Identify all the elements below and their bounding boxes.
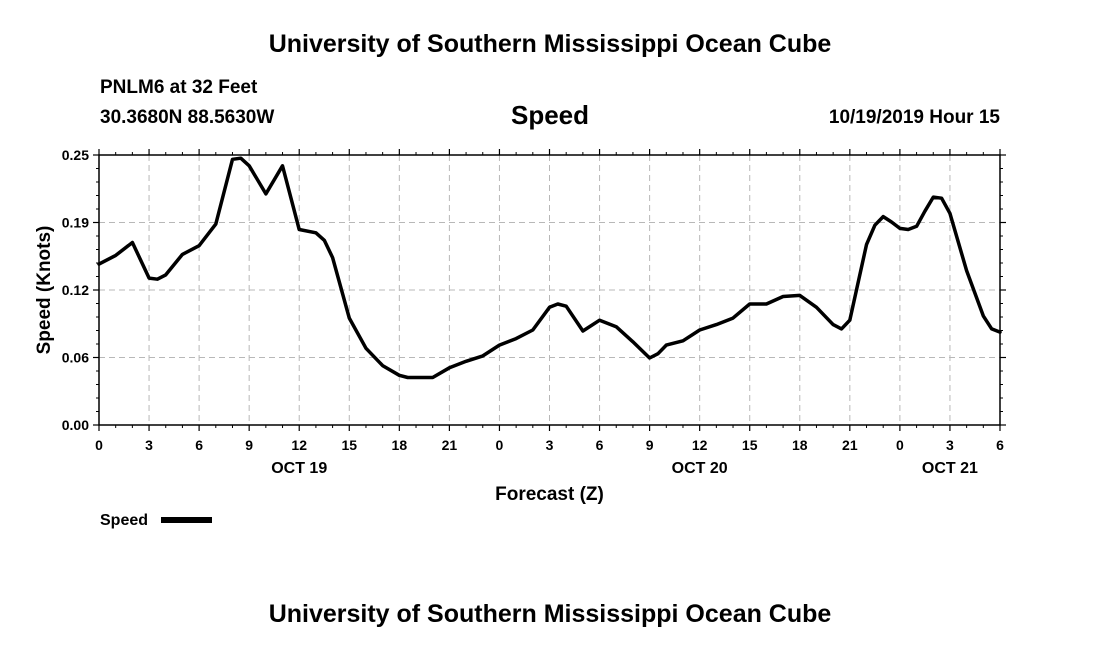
y-tick-label: 0.19 <box>62 215 89 231</box>
x-tick-label: 12 <box>692 437 708 453</box>
x-tick-label: 15 <box>742 437 758 453</box>
chart-title: University of Southern Mississippi Ocean… <box>268 30 832 58</box>
legend-swatch <box>161 517 212 523</box>
x-tick-label: 0 <box>896 437 904 453</box>
series-line-speed <box>97 156 1002 380</box>
y-axis-title: Speed (Knots) <box>34 226 55 355</box>
coordinates-label: 30.3680N 88.5630W <box>100 107 275 128</box>
x-tick-label: 3 <box>546 437 554 453</box>
x-tick-label: 3 <box>946 437 954 453</box>
x-tick-label: 9 <box>646 437 654 453</box>
x-tick-label: 3 <box>145 437 153 453</box>
date-label: OCT 21 <box>922 460 978 477</box>
y-tick-label: 0.06 <box>62 350 89 366</box>
x-tick-label: 0 <box>496 437 504 453</box>
date-label: OCT 19 <box>271 460 327 477</box>
legend-label: Speed <box>100 512 148 529</box>
y-axis-ticks: 0.00 0.06 0.12 0.19 0.25 <box>62 147 1006 433</box>
x-axis-ticks: 0 3 6 9 12 15 18 21 0 3 6 9 12 15 18 21 0 3 6 <box>95 149 1004 453</box>
x-tick-label: 21 <box>842 437 858 453</box>
date-label: OCT 20 <box>672 460 728 477</box>
x-tick-label: 18 <box>392 437 408 453</box>
x-tick-label: 18 <box>792 437 808 453</box>
x-tick-label: 9 <box>245 437 253 453</box>
x-tick-label: 21 <box>442 437 458 453</box>
y-tick-label: 0.25 <box>62 147 89 163</box>
grid <box>99 155 1000 425</box>
x-tick-label: 6 <box>996 437 1004 453</box>
y-tick-label: 0.12 <box>62 282 89 298</box>
x-axis-title: Forecast (Z) <box>495 484 604 505</box>
y-tick-label: 0.00 <box>62 417 89 433</box>
x-tick-label: 6 <box>195 437 203 453</box>
x-tick-label: 0 <box>95 437 103 453</box>
plot-frame <box>98 154 1001 426</box>
date-labels: OCT 19 OCT 20 OCT 21 <box>271 460 978 477</box>
footer-title: University of Southern Mississippi Ocean… <box>268 600 832 628</box>
parameter-label: Speed <box>510 100 590 130</box>
station-label: PNLM6 at 32 Feet <box>100 77 258 98</box>
x-tick-label: 15 <box>341 437 357 453</box>
x-tick-label: 12 <box>291 437 307 453</box>
forecast-datetime: 10/19/2019 Hour 15 <box>828 107 1000 128</box>
x-tick-label: 6 <box>596 437 604 453</box>
